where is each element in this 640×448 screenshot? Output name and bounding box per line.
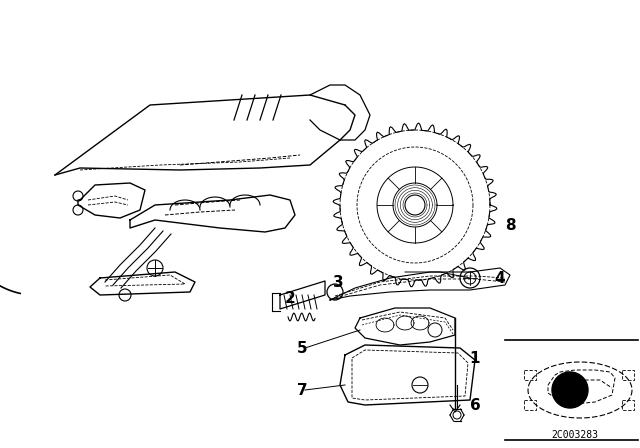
Text: 4: 4 [495, 271, 506, 285]
Text: 3: 3 [333, 275, 343, 289]
Text: 6: 6 [470, 397, 481, 413]
Bar [524, 400, 536, 410]
Text: 1: 1 [470, 350, 480, 366]
Text: 2: 2 [285, 290, 296, 306]
Text: 2C003283: 2C003283 [552, 430, 598, 440]
Bar [524, 370, 536, 380]
Circle shape [552, 372, 588, 408]
Text: 5: 5 [297, 340, 307, 356]
Bar [622, 370, 634, 380]
Text: 8: 8 [505, 217, 515, 233]
Bar [622, 400, 634, 410]
Text: 7: 7 [297, 383, 307, 397]
